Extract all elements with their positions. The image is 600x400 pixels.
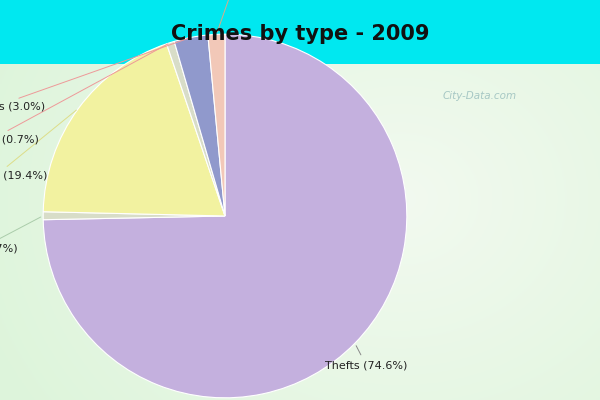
Text: Robberies (0.7%): Robberies (0.7%)	[0, 44, 168, 145]
Wedge shape	[43, 212, 225, 220]
Wedge shape	[208, 34, 225, 216]
Text: Burglaries (19.4%): Burglaries (19.4%)	[0, 110, 76, 181]
Wedge shape	[43, 44, 225, 216]
Text: Auto thefts (3.0%): Auto thefts (3.0%)	[0, 38, 188, 112]
Text: Rapes (0.7%): Rapes (0.7%)	[0, 217, 41, 254]
Text: Assaults (1.5%): Assaults (1.5%)	[191, 0, 278, 32]
Wedge shape	[174, 35, 225, 216]
Text: Crimes by type - 2009: Crimes by type - 2009	[171, 24, 429, 44]
Wedge shape	[43, 34, 407, 398]
Wedge shape	[167, 42, 225, 216]
Text: City-Data.com: City-Data.com	[443, 91, 517, 101]
Text: Thefts (74.6%): Thefts (74.6%)	[325, 346, 407, 370]
